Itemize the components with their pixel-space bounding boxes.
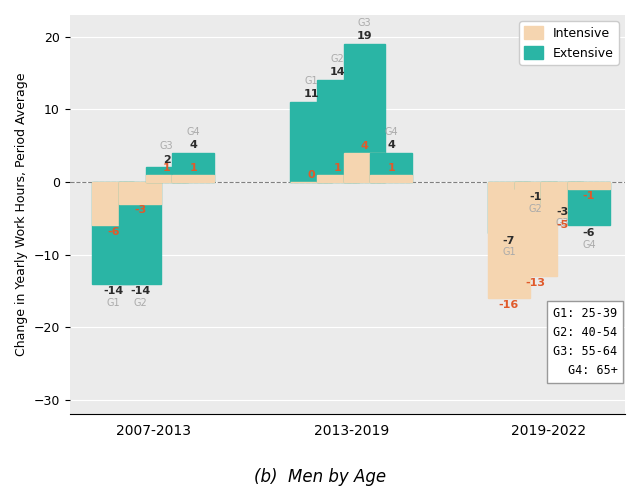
Text: 1: 1 [334, 163, 342, 173]
Text: -3: -3 [134, 205, 146, 215]
Text: G1: G1 [107, 298, 120, 308]
Bar [568, 182, 610, 225]
Text: 4: 4 [189, 140, 197, 150]
Text: (b)  Men by Age: (b) Men by Age [254, 468, 386, 486]
Bar [146, 168, 188, 182]
Bar [92, 182, 134, 283]
Bar [172, 175, 214, 182]
Text: 4: 4 [387, 140, 395, 150]
Bar [568, 182, 610, 189]
Text: G3: G3 [556, 218, 569, 228]
Text: -14: -14 [103, 286, 124, 297]
Bar [172, 153, 214, 182]
Text: 19: 19 [356, 31, 372, 41]
Text: 1: 1 [189, 163, 197, 173]
Bar [146, 175, 188, 182]
Text: G3: G3 [160, 141, 173, 151]
Y-axis label: Change in Yearly Work Hours, Period Average: Change in Yearly Work Hours, Period Aver… [15, 73, 28, 356]
Text: -14: -14 [130, 286, 150, 297]
Bar [344, 44, 385, 182]
Bar [291, 102, 332, 182]
Text: G4: G4 [582, 240, 596, 250]
Text: G4: G4 [384, 127, 398, 137]
Text: G2: G2 [331, 55, 345, 64]
Text: G4: G4 [186, 127, 200, 137]
Text: G3: G3 [358, 18, 371, 28]
Text: 1: 1 [163, 163, 170, 173]
Text: G1: 25-39
G2: 40-54
G3: 55-64
G4: 65+: G1: 25-39 G2: 40-54 G3: 55-64 G4: 65+ [553, 307, 618, 376]
Bar [370, 153, 412, 182]
Text: 4: 4 [360, 141, 369, 151]
Text: -6: -6 [107, 227, 120, 237]
Bar [317, 80, 359, 182]
Bar [317, 175, 359, 182]
Text: 11: 11 [303, 89, 319, 99]
Bar [515, 182, 557, 276]
Bar [119, 182, 161, 283]
Bar [541, 182, 583, 204]
Text: -16: -16 [499, 300, 519, 310]
Text: 14: 14 [330, 67, 346, 77]
Text: G1: G1 [305, 76, 318, 86]
Text: -1: -1 [582, 190, 595, 201]
Bar [515, 182, 557, 189]
Text: G1: G1 [502, 247, 516, 257]
Text: -5: -5 [556, 220, 568, 230]
Bar [344, 153, 385, 182]
Text: 1: 1 [387, 163, 395, 173]
Bar [488, 182, 530, 233]
Text: -1: -1 [529, 192, 542, 202]
Bar [541, 182, 583, 218]
Text: -13: -13 [525, 278, 546, 288]
Text: G2: G2 [133, 298, 147, 308]
Text: -7: -7 [503, 236, 515, 245]
Bar [370, 175, 412, 182]
Bar [119, 182, 161, 204]
Text: -3: -3 [556, 206, 568, 217]
Text: 2: 2 [163, 154, 170, 165]
Legend: Intensive, Extensive: Intensive, Extensive [519, 21, 619, 65]
Bar [488, 182, 530, 298]
Bar [92, 182, 134, 225]
Text: -6: -6 [582, 228, 595, 238]
Text: 0: 0 [307, 170, 315, 181]
Text: G2: G2 [529, 204, 543, 214]
